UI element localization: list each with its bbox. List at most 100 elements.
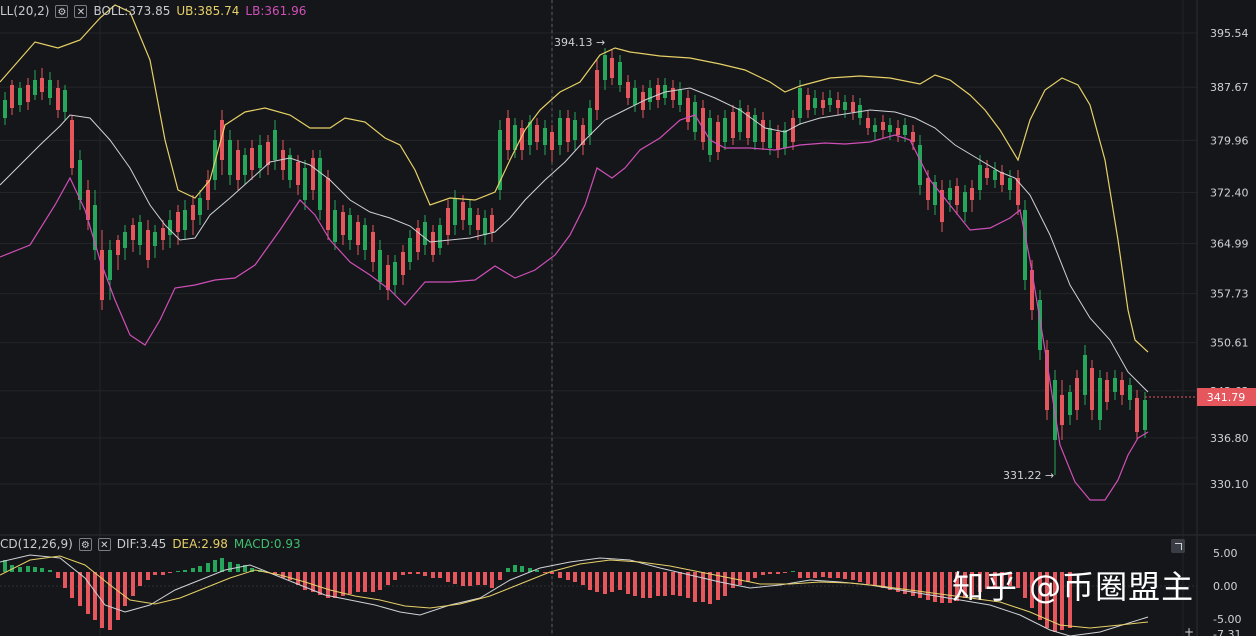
macd-bar: [461, 572, 465, 586]
macd-bar: [985, 572, 989, 589]
macd-bar: [78, 572, 82, 606]
candle-body: [595, 70, 599, 110]
candle-body: [783, 130, 787, 148]
macd-bar: [333, 572, 337, 598]
macd-bar: [738, 572, 742, 585]
macd-bar: [1016, 572, 1020, 588]
macd-bar: [993, 572, 997, 587]
candlestick-series: [3, 48, 1147, 475]
price-tick-label: 372.40: [1210, 186, 1249, 199]
macd-bar: [933, 572, 937, 602]
boll-ub-value: 385.74: [197, 4, 240, 18]
macd-bar: [3, 560, 7, 572]
candle-body: [716, 122, 720, 152]
candle-body: [33, 80, 37, 95]
candle-body: [123, 232, 127, 248]
close-icon[interactable]: ✕: [97, 537, 111, 551]
candle-body: [940, 190, 944, 222]
close-icon[interactable]: ✕: [74, 4, 88, 18]
macd-bar: [791, 571, 795, 572]
macd-bar: [896, 572, 900, 592]
candle-body: [318, 158, 322, 210]
candle-body: [633, 88, 637, 105]
settings-icon[interactable]: ⚙: [55, 4, 69, 18]
macd-bar: [543, 572, 547, 573]
candle-body: [378, 250, 382, 282]
candle-body: [408, 238, 412, 262]
macd-bar: [446, 572, 450, 582]
macd-dea-line: [0, 555, 1149, 629]
candle-body: [18, 88, 22, 105]
candle-body: [10, 85, 14, 108]
macd-bar: [978, 572, 982, 592]
boll-lb-group: LB:361.96: [245, 4, 307, 18]
macd-bar: [423, 572, 427, 576]
macd-bar: [176, 571, 180, 572]
price-tick-label: 330.10: [1210, 478, 1249, 491]
candle-body: [1090, 368, 1094, 410]
macd-bar: [588, 572, 592, 590]
macd-bar: [318, 572, 322, 595]
macd-bar: [220, 558, 224, 572]
macd-bar: [243, 565, 247, 572]
settings-icon[interactable]: ⚙: [78, 537, 92, 551]
candle-body: [806, 95, 810, 110]
macd-bar: [843, 572, 847, 579]
candle-body: [558, 118, 562, 145]
expand-pane-icon[interactable]: [1171, 539, 1185, 553]
candle-body: [656, 85, 660, 100]
macd-bar: [468, 572, 472, 586]
macd-bar: [911, 572, 915, 596]
macd-bar: [236, 564, 240, 572]
boll-lb-value: 361.96: [264, 4, 307, 18]
macd-bar: [746, 572, 750, 582]
candle-body: [566, 118, 570, 142]
candle-body: [326, 178, 330, 230]
macd-bar: [86, 572, 90, 614]
candle-body: [483, 218, 487, 235]
macd-bar: [153, 572, 157, 575]
macd-tick-label: -5.00: [1213, 613, 1241, 626]
candle-body: [581, 125, 585, 145]
candle-body: [100, 250, 104, 300]
candle-body: [281, 150, 285, 170]
candle-body: [138, 222, 142, 245]
candle-body: [356, 222, 360, 245]
candle-body: [236, 150, 240, 180]
price-tick-label: 387.67: [1210, 81, 1249, 94]
macd-bar: [858, 572, 862, 582]
macd-bar: [146, 572, 150, 580]
macd-bar: [371, 572, 375, 592]
macd-bar: [866, 572, 870, 584]
candle-body: [296, 162, 300, 185]
macd-bar: [618, 572, 622, 590]
macd-bar: [926, 572, 930, 600]
candle-body: [738, 108, 742, 132]
candle-body: [363, 225, 367, 250]
macd-bar: [783, 572, 787, 573]
macd-bar: [386, 572, 390, 585]
candle-body: [1120, 380, 1124, 395]
macd-bar: [836, 572, 840, 578]
candle-body: [1030, 270, 1034, 310]
candle-body: [258, 145, 262, 168]
macd-bar: [326, 572, 330, 598]
macd-bar: [768, 572, 772, 574]
candle-body: [191, 205, 195, 220]
macd-bar: [903, 572, 907, 594]
macd-bar: [671, 572, 675, 595]
macd-bar: [731, 572, 735, 588]
candle-body: [588, 108, 592, 135]
macd-bar: [476, 572, 480, 585]
candle-body: [708, 118, 712, 155]
macd-dea-value: 2.98: [201, 537, 228, 551]
candle-body: [1083, 355, 1087, 395]
macd-bar: [1038, 572, 1042, 620]
axis-plus-icon[interactable]: +: [1184, 625, 1194, 636]
candle-body: [198, 198, 202, 215]
macd-bar: [273, 572, 277, 574]
candle-body: [371, 232, 375, 262]
boll-value: 373.85: [128, 4, 171, 18]
macd-bar: [581, 572, 585, 585]
